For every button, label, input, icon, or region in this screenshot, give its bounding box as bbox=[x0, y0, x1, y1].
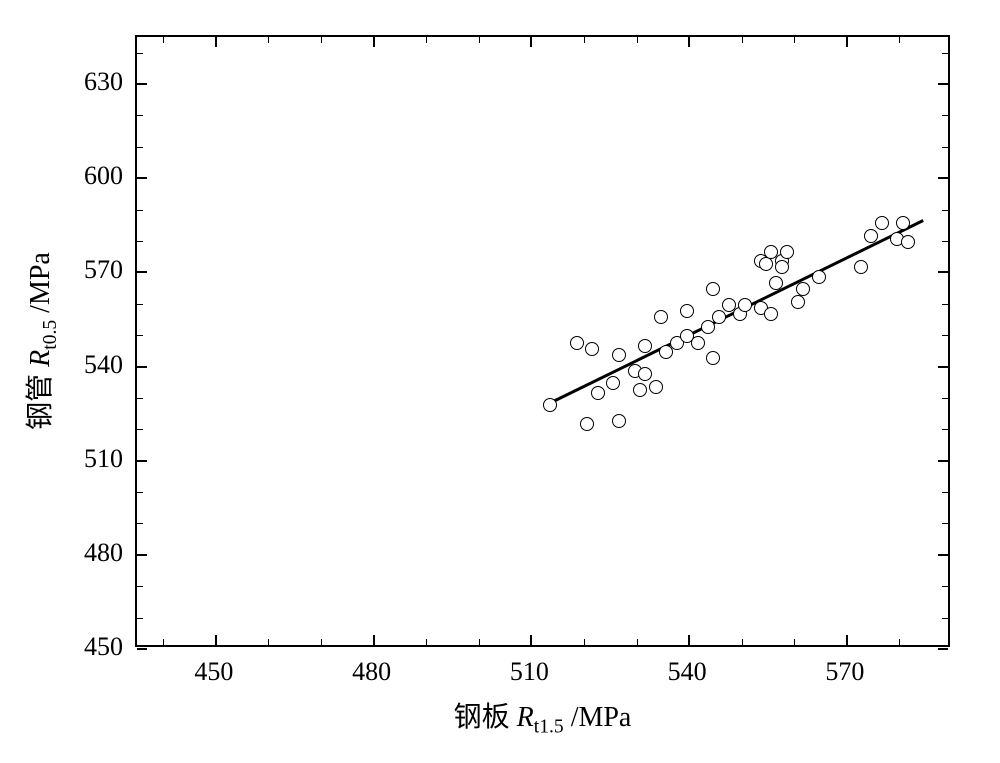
data-point bbox=[712, 310, 726, 324]
y-tick-label: 480 bbox=[84, 538, 123, 568]
y-tick-label: 600 bbox=[84, 161, 123, 191]
x-tick-label: 480 bbox=[352, 657, 391, 687]
data-point bbox=[633, 383, 647, 397]
y-tick-label: 570 bbox=[84, 255, 123, 285]
data-point bbox=[612, 348, 626, 362]
data-point bbox=[706, 351, 720, 365]
x-tick-label: 540 bbox=[668, 657, 707, 687]
x-tick-label: 570 bbox=[825, 657, 864, 687]
data-point bbox=[680, 304, 694, 318]
data-point bbox=[691, 336, 705, 350]
data-point bbox=[585, 342, 599, 356]
data-point bbox=[812, 270, 826, 284]
data-point bbox=[764, 307, 778, 321]
x-tick-label: 510 bbox=[510, 657, 549, 687]
x-axis-title: 钢板 Rt1.5 /MPa bbox=[454, 695, 632, 739]
data-point bbox=[896, 216, 910, 230]
data-point bbox=[612, 414, 626, 428]
data-point bbox=[591, 386, 605, 400]
x-tick-label: 450 bbox=[194, 657, 233, 687]
data-point bbox=[706, 282, 720, 296]
data-point bbox=[780, 245, 794, 259]
data-point bbox=[791, 295, 805, 309]
data-point bbox=[654, 310, 668, 324]
y-tick-label: 630 bbox=[84, 67, 123, 97]
scatter-chart: 450 480 510 540 570 450 480 510 540 570 600 630 钢板 R… bbox=[0, 0, 1000, 763]
data-point bbox=[649, 380, 663, 394]
data-point bbox=[580, 417, 594, 431]
data-point bbox=[875, 216, 889, 230]
plot-area bbox=[135, 35, 950, 647]
y-axis-title: 钢管 Rt0.5 /MPa bbox=[18, 252, 62, 430]
y-tick-label: 450 bbox=[84, 632, 123, 662]
data-point bbox=[638, 339, 652, 353]
data-point bbox=[638, 367, 652, 381]
data-point bbox=[864, 229, 878, 243]
data-point bbox=[570, 336, 584, 350]
y-tick-label: 540 bbox=[84, 350, 123, 380]
data-point bbox=[543, 398, 557, 412]
data-point bbox=[775, 260, 789, 274]
data-point bbox=[854, 260, 868, 274]
data-point bbox=[759, 257, 773, 271]
data-point bbox=[606, 376, 620, 390]
data-point bbox=[901, 235, 915, 249]
data-point bbox=[738, 298, 752, 312]
data-point bbox=[769, 276, 783, 290]
data-point bbox=[796, 282, 810, 296]
y-tick-label: 510 bbox=[84, 444, 123, 474]
